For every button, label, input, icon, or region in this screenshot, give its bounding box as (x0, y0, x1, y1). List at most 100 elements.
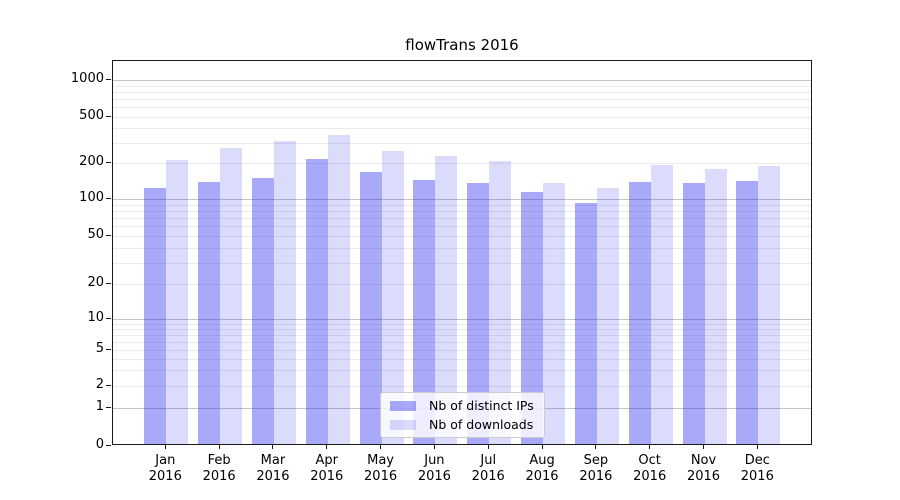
gridline-minor (113, 358, 811, 360)
x-tick-mark (756, 445, 758, 449)
bar-distinct-ips-jan (144, 187, 167, 444)
x-tick-label-nov: Nov 2016 (686, 453, 721, 484)
y-tick-label: 500 (79, 108, 104, 123)
x-tick-label-mar: Mar 2016 (256, 453, 290, 484)
y-tick-label: 0 (95, 437, 104, 452)
x-tick-mark (595, 445, 597, 449)
y-tick-mark (106, 348, 111, 350)
x-tick-mark (541, 445, 543, 449)
y-tick-mark (106, 317, 111, 319)
gridline-minor (113, 107, 811, 109)
x-tick-label-jul: Jul 2016 (471, 453, 505, 484)
x-tick-label-oct: Oct 2016 (633, 453, 667, 484)
bar-downloads-aug (543, 183, 566, 444)
x-tick-mark (272, 445, 274, 449)
x-tick-label-jan: Jan 2016 (148, 453, 182, 484)
y-tick-mark (106, 78, 111, 80)
bar-downloads-apr (327, 135, 350, 444)
bar-downloads-jan (166, 159, 189, 444)
y-tick-mark (106, 444, 111, 446)
bar-distinct-ips-mar (251, 178, 274, 444)
bar-downloads-dec (758, 166, 781, 444)
x-tick-label-sep: Sep 2016 (579, 453, 613, 484)
y-tick-label: 5 (95, 341, 104, 356)
bar-downloads-may (381, 150, 404, 444)
gridline-minor (113, 247, 811, 249)
legend-swatch-downloads (390, 419, 416, 430)
y-tick-mark (106, 234, 111, 236)
x-tick-mark (218, 445, 220, 449)
legend-label: Nb of distinct IPs (429, 398, 534, 413)
plot-area: Nb of distinct IPs Nb of downloads (112, 60, 812, 445)
bar-downloads-feb (220, 147, 243, 444)
bar-distinct-ips-oct (628, 182, 651, 444)
gridline-minor (113, 284, 811, 285)
bar-downloads-jun (435, 156, 458, 444)
y-tick-mark (106, 115, 111, 117)
gridline-minor (113, 262, 811, 264)
chart-title: flowTrans 2016 (405, 36, 519, 54)
bar-distinct-ips-aug (521, 192, 544, 444)
y-tick-mark (106, 406, 111, 408)
gridline-minor (113, 163, 811, 164)
x-tick-label-apr: Apr 2016 (310, 453, 344, 484)
x-tick-mark (326, 445, 328, 449)
gridline-major (113, 319, 811, 320)
y-tick-label: 50 (87, 227, 104, 242)
y-tick-mark (106, 384, 111, 386)
gridline-minor (113, 323, 811, 325)
gridline-minor (113, 226, 811, 228)
gridline-minor (113, 350, 811, 351)
x-tick-mark (487, 445, 489, 449)
gridline-minor (113, 99, 811, 101)
gridline-minor (113, 341, 811, 343)
bar-downloads-oct (650, 165, 673, 444)
gridline-major (113, 199, 811, 200)
y-tick-label: 100 (79, 190, 104, 205)
legend-label: Nb of downloads (429, 417, 534, 432)
legend-item-downloads: Nb of downloads (390, 417, 534, 432)
legend-item-distinct-ips: Nb of distinct IPs (390, 398, 534, 413)
x-tick-label-aug: Aug 2016 (525, 453, 559, 484)
y-tick-label: 2 (95, 377, 104, 392)
bar-distinct-ips-nov (682, 182, 705, 444)
x-tick-label-may: May 2016 (364, 453, 398, 484)
bar-distinct-ips-may (359, 171, 382, 444)
bar-distinct-ips-sep (574, 202, 597, 444)
bar-distinct-ips-dec (736, 181, 759, 444)
bar-downloads-sep (596, 187, 619, 444)
gridline-minor (113, 128, 811, 130)
y-tick-label: 200 (79, 154, 104, 169)
y-tick-mark (106, 161, 111, 163)
legend-swatch-distinct-ips (390, 400, 416, 411)
gridline-minor (113, 85, 811, 87)
gridline-minor (113, 204, 811, 206)
gridline-minor (113, 91, 811, 93)
legend: Nb of distinct IPs Nb of downloads (380, 392, 545, 438)
gridline-minor (113, 370, 811, 372)
y-tick-label: 1 (95, 399, 104, 414)
x-tick-mark (380, 445, 382, 449)
x-tick-mark (703, 445, 704, 449)
bar-downloads-jul (489, 161, 512, 444)
x-tick-label-jun: Jun 2016 (417, 453, 451, 484)
gridline-minor (113, 117, 811, 118)
bar-downloads-nov (704, 169, 727, 444)
gridline-minor (113, 328, 811, 330)
y-tick-mark (106, 197, 111, 199)
bar-distinct-ips-jul (467, 182, 490, 444)
gridline-minor (113, 210, 811, 212)
gridline-minor (113, 236, 811, 237)
y-tick-label: 10 (87, 310, 104, 325)
gridline-minor (113, 334, 811, 336)
bar-distinct-ips-jun (413, 179, 436, 444)
y-tick-label: 1000 (70, 71, 104, 86)
bar-distinct-ips-feb (198, 182, 221, 444)
x-tick-label-dec: Dec 2016 (740, 453, 774, 484)
y-tick-mark (106, 282, 111, 284)
x-tick-mark (433, 445, 435, 449)
bar-distinct-ips-apr (305, 158, 328, 444)
x-tick-mark (164, 445, 166, 449)
gridline-minor (113, 218, 811, 220)
bar-downloads-mar (273, 140, 296, 444)
